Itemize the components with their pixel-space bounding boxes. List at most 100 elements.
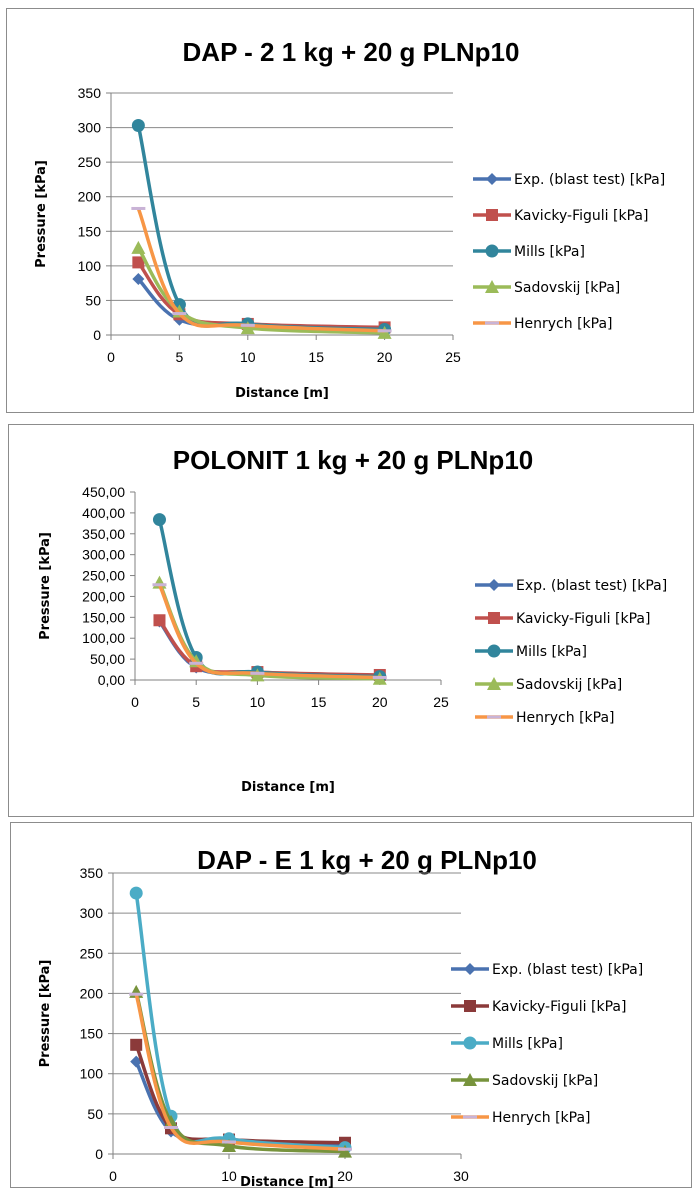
legend: Exp. (blast test) [kPa] Kavicky-Figuli [k…	[451, 962, 643, 1126]
data-point	[189, 661, 204, 665]
series-henrych	[152, 583, 387, 680]
data-point	[222, 1140, 236, 1144]
legend-label: Kavicky-Figuli [kPa]	[492, 999, 626, 1015]
data-point	[164, 1126, 178, 1130]
legend-label: Sadovskij [kPa]	[514, 280, 620, 296]
y-tick-label: 100	[80, 1066, 104, 1082]
x-tick-label: 15	[308, 349, 324, 365]
legend-marker	[464, 1000, 476, 1012]
y-tick-label: 0,00	[98, 672, 125, 688]
y-tick-label: 50,00	[90, 651, 125, 667]
y-tick-label: 50	[87, 1106, 103, 1122]
data-point	[131, 240, 146, 254]
data-point	[338, 1144, 352, 1158]
legend-marker	[463, 1073, 477, 1086]
x-tick-label: 20	[372, 694, 388, 710]
data-point	[338, 1147, 352, 1151]
chart-svg: POLONIT 1 kg + 20 g PLNp10 0,00 50,00 100,0…	[38, 445, 667, 795]
legend-label: Mills [kPa]	[516, 644, 587, 660]
data-point	[131, 206, 146, 210]
data-point	[377, 325, 392, 339]
data-point	[240, 321, 255, 335]
data-point	[129, 886, 143, 900]
series-sadovskij	[152, 575, 387, 685]
legend-label: Mills [kPa]	[492, 1036, 563, 1052]
data-point	[130, 1055, 143, 1068]
series-kavicky-figuli	[153, 614, 386, 681]
x-tick-label: 10	[250, 694, 266, 710]
series-line	[134, 993, 346, 1151]
chart-panel-dap-2: DAP - 2 1 kg + 20 g PLNp10 0 50 100 150 200 25…	[6, 8, 694, 413]
legend: Exp. (blast test) [kPa] Kavicky-Figuli [k…	[473, 172, 665, 332]
legend-marker	[486, 209, 498, 221]
y-tick-label: 400,00	[82, 505, 125, 521]
y-tick-label: 100	[78, 258, 102, 274]
series-henrych	[129, 992, 352, 1151]
y-tick-label: 350,00	[82, 526, 125, 542]
y-tick-label: 150	[78, 223, 102, 239]
legend-label: Kavicky-Figuli [kPa]	[516, 611, 650, 627]
legend-label: Exp. (blast test) [kPa]	[492, 962, 643, 978]
x-tick-label: 25	[445, 349, 461, 365]
legend-marker	[463, 1115, 477, 1119]
y-tick-label: 200	[80, 985, 104, 1001]
y-tick-label: 0	[93, 327, 101, 343]
legend-label: Henrych [kPa]	[516, 710, 615, 726]
y-tick-label: 350	[78, 85, 102, 101]
x-axis-label: Distance [m]	[240, 1175, 334, 1189]
x-tick-label: 10	[240, 349, 256, 365]
y-tick-label: 100,00	[82, 630, 125, 646]
series-line	[136, 125, 385, 332]
y-tick-label: 450,00	[82, 484, 125, 500]
data-point	[250, 671, 265, 675]
legend-marker	[464, 963, 476, 975]
legend-marker	[485, 321, 499, 325]
series-kavicky-figuli	[132, 256, 391, 334]
y-tick-label: 250	[80, 945, 104, 961]
series-line	[157, 584, 380, 680]
legend-label: Sadovskij [kPa]	[516, 677, 622, 693]
legend-label: Kavicky-Figuli [kPa]	[514, 208, 648, 224]
y-tick-label: 150	[80, 1026, 104, 1042]
x-tick-label: 5	[192, 694, 200, 710]
x-tick-label: 10	[221, 1168, 237, 1184]
x-tick-label: 30	[453, 1168, 469, 1184]
chart-panel-polonit: POLONIT 1 kg + 20 g PLNp10 0,00 50,00 100,0…	[8, 424, 694, 817]
y-tick-label: 200	[78, 189, 102, 205]
series-line	[134, 892, 346, 1150]
x-axis-label: Distance [m]	[235, 386, 329, 401]
y-tick-label: 300	[80, 905, 104, 921]
y-axis-label: Pressure [kPa]	[34, 160, 49, 268]
x-tick-label: 0	[109, 1168, 117, 1184]
data-point	[132, 256, 145, 269]
series-henrych	[131, 206, 392, 333]
y-tick-label: 250	[78, 154, 102, 170]
y-tick-label: 300	[78, 120, 102, 136]
legend-marker	[487, 715, 501, 719]
legend-marker	[485, 280, 499, 293]
data-point	[152, 583, 167, 587]
x-tick-label: 25	[433, 694, 449, 710]
series-sadovskij	[129, 984, 352, 1158]
legend-label: Sadovskij [kPa]	[492, 1073, 598, 1089]
series-line	[134, 1044, 346, 1145]
legend: Exp. (blast test) [kPa] Kavicky-Figuli [k…	[475, 578, 667, 726]
y-tick-label: 300,00	[82, 547, 125, 563]
legend-marker	[463, 1036, 477, 1050]
data-point	[130, 1038, 143, 1051]
chart-title: DAP - E 1 kg + 20 g PLNp10	[197, 845, 537, 875]
legend-marker	[488, 612, 500, 624]
data-point	[222, 1138, 236, 1152]
legend-label: Henrych [kPa]	[492, 1110, 591, 1126]
series-mills	[152, 513, 387, 684]
chart-panel-dap-e: DAP - E 1 kg + 20 g PLNp10 0 50 100 150 200 25…	[10, 822, 692, 1189]
legend-marker	[487, 677, 501, 690]
series-line	[136, 207, 385, 333]
x-tick-label: 20	[337, 1168, 353, 1184]
data-point	[152, 513, 166, 527]
y-tick-label: 250,00	[82, 568, 125, 584]
y-axis-label: Pressure [kPa]	[38, 960, 53, 1068]
x-tick-label: 0	[107, 349, 115, 365]
legend-marker	[485, 244, 499, 258]
data-point	[131, 118, 145, 132]
